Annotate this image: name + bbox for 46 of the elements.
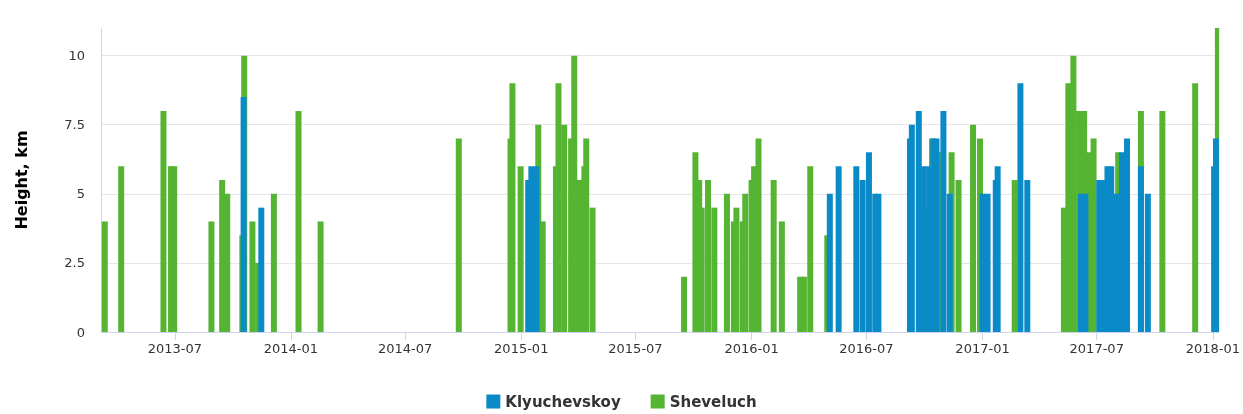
y-tick-label: 0 xyxy=(76,324,85,340)
x-tick-label: 2017-01 xyxy=(955,341,1010,356)
x-tick-label: 2018-01 xyxy=(1185,341,1241,356)
bar xyxy=(295,110,302,332)
bar xyxy=(826,193,833,332)
bar xyxy=(994,166,1001,332)
x-tick-label: 2014-07 xyxy=(377,341,433,356)
x-tick-label: 2014-01 xyxy=(263,341,319,356)
x-tick-label: 2015-07 xyxy=(608,341,663,356)
bar xyxy=(984,193,991,332)
x-tick-label: 2016-01 xyxy=(724,341,779,356)
bar xyxy=(723,193,730,332)
bar xyxy=(681,276,688,332)
y-tick-label: 5 xyxy=(76,186,85,202)
y-axis-title: Height, km xyxy=(11,130,31,230)
bar xyxy=(778,221,785,332)
y-tick-label: 2.5 xyxy=(64,255,85,271)
x-tick-label: 2013-07 xyxy=(147,341,202,356)
y-tick-label: 10 xyxy=(68,48,85,64)
bar xyxy=(1082,193,1089,332)
bar xyxy=(509,83,516,332)
bar xyxy=(240,97,247,332)
x-tick-label: 2016-07 xyxy=(839,341,894,356)
bar xyxy=(270,193,277,332)
bar xyxy=(208,221,215,332)
bar xyxy=(1192,83,1199,332)
bar xyxy=(755,138,762,332)
bar xyxy=(1213,138,1219,332)
bar xyxy=(160,110,167,332)
bar xyxy=(571,55,578,332)
legend-label: Klyuchevskoy xyxy=(505,392,621,411)
bar xyxy=(517,166,524,332)
x-tick-label: 2015-01 xyxy=(494,341,549,356)
bar xyxy=(249,221,256,332)
y-tick-label: 7.5 xyxy=(64,117,85,133)
legend-label: Sheveluch xyxy=(669,392,757,411)
bar xyxy=(733,207,740,332)
bar xyxy=(1159,110,1166,332)
bar xyxy=(770,180,777,332)
bar xyxy=(118,166,125,332)
bar xyxy=(258,207,265,332)
x-tick-label: 2017-07 xyxy=(1069,341,1124,356)
bar xyxy=(835,166,842,332)
bar xyxy=(317,221,324,332)
bar xyxy=(455,138,462,332)
bar xyxy=(101,221,108,332)
